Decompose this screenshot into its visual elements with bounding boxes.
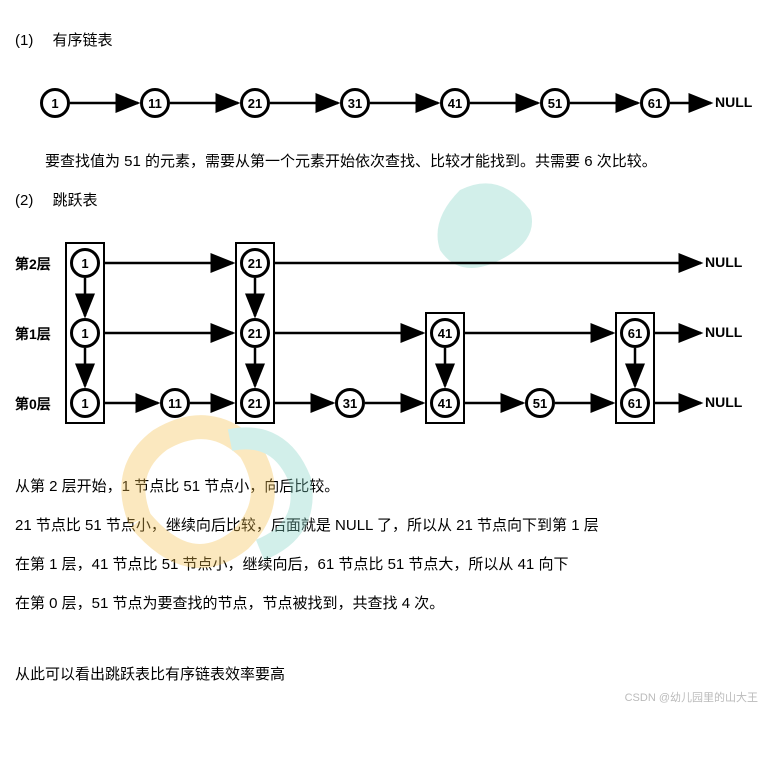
paragraph-2: 从第 2 层开始，1 节点比 51 节点小，向后比较。 bbox=[15, 473, 758, 500]
watermark-text: CSDN @幼儿园里的山大王 bbox=[625, 689, 758, 705]
section1-heading: (1) 有序链表 bbox=[15, 27, 758, 54]
skip-node: 21 bbox=[240, 388, 270, 418]
linked-list-diagram: 1112131415161NULL bbox=[15, 66, 758, 136]
skip-node: 61 bbox=[620, 318, 650, 348]
skip-node: 51 bbox=[525, 388, 555, 418]
paragraph-5: 在第 0 层，51 节点为要查找的节点，节点被找到，共查找 4 次。 bbox=[15, 590, 758, 617]
skip-node: 1 bbox=[70, 318, 100, 348]
layer-label: 第0层 bbox=[15, 394, 51, 414]
skip-node: 21 bbox=[240, 318, 270, 348]
skip-node: 41 bbox=[430, 318, 460, 348]
paragraph-6: 从此可以看出跳跃表比有序链表效率要高 bbox=[15, 661, 758, 688]
layer-label: 第2层 bbox=[15, 254, 51, 274]
null-label: NULL bbox=[715, 94, 752, 110]
skip-node: 11 bbox=[160, 388, 190, 418]
null-label: NULL bbox=[705, 394, 742, 410]
skip-node: 21 bbox=[240, 248, 270, 278]
list-node: 31 bbox=[340, 88, 370, 118]
skip-list-diagram: 第2层第1层第0层11111212121314141516161NULLNULL… bbox=[15, 226, 758, 431]
list-node: 51 bbox=[540, 88, 570, 118]
section2-heading: (2) 跳跃表 bbox=[15, 187, 758, 214]
null-label: NULL bbox=[705, 254, 742, 270]
list-node: 61 bbox=[640, 88, 670, 118]
paragraph-3: 21 节点比 51 节点小，继续向后比较，后面就是 NULL 了，所以从 21 … bbox=[15, 512, 758, 539]
list-node: 1 bbox=[40, 88, 70, 118]
skip-node: 31 bbox=[335, 388, 365, 418]
skip-node: 1 bbox=[70, 388, 100, 418]
paragraph-1: 要查找值为 51 的元素，需要从第一个元素开始依次查找、比较才能找到。共需要 6… bbox=[15, 148, 758, 175]
list-node: 41 bbox=[440, 88, 470, 118]
list-node: 21 bbox=[240, 88, 270, 118]
layer-label: 第1层 bbox=[15, 324, 51, 344]
paragraph-4: 在第 1 层，41 节点比 51 节点小，继续向后，61 节点比 51 节点大，… bbox=[15, 551, 758, 578]
skip-node: 41 bbox=[430, 388, 460, 418]
list-node: 11 bbox=[140, 88, 170, 118]
skip-node: 1 bbox=[70, 248, 100, 278]
null-label: NULL bbox=[705, 324, 742, 340]
skip-node: 61 bbox=[620, 388, 650, 418]
